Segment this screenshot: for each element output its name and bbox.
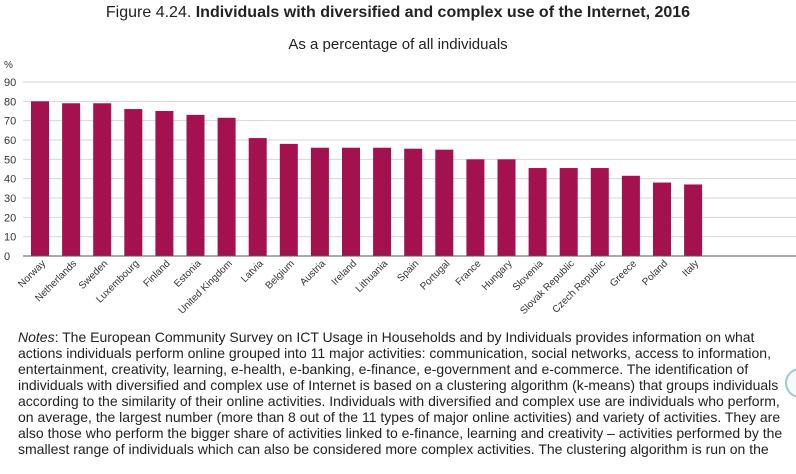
- bar-lithuania: [373, 147, 392, 256]
- bar-netherlands: [62, 103, 81, 256]
- x-tick-label: Poland: [640, 258, 670, 288]
- y-axis-ticks: 0 10 20 30 40 50 60 70 80 90: [4, 77, 16, 263]
- figure-label: Figure 4.24.: [105, 4, 196, 21]
- bar-norway: [31, 101, 49, 256]
- bars: [31, 101, 703, 256]
- bar-spain: [404, 148, 423, 256]
- y-tick-label: 0: [4, 251, 10, 263]
- y-tick-label: 70: [4, 116, 16, 128]
- bar-austria: [310, 147, 329, 256]
- bar-hungary: [497, 159, 516, 256]
- bar-latvia: [248, 138, 267, 256]
- x-tick-label: Portugal: [418, 258, 452, 292]
- bar-united-kingdom: [217, 117, 236, 256]
- y-tick-label: 20: [4, 212, 16, 224]
- bar-portugal: [435, 149, 454, 256]
- x-tick-label: Latvia: [239, 258, 266, 285]
- x-tick-label: Spain: [395, 258, 421, 284]
- notes-text: : The European Community Survey on ICT U…: [18, 329, 783, 457]
- figure-title: Figure 4.24. Individuals with diversifie…: [0, 4, 796, 22]
- x-tick-label: Belgium: [264, 258, 297, 291]
- figure-subtitle: As a percentage of all individuals: [288, 36, 508, 53]
- x-tick-label: Austria: [298, 258, 328, 288]
- bar-poland: [653, 182, 671, 256]
- figure-title-text: Individuals with diversified and complex…: [195, 4, 691, 21]
- y-tick-label: 10: [4, 232, 16, 244]
- x-tick-label: Ireland: [330, 258, 359, 287]
- bar-france: [466, 159, 485, 256]
- x-tick-label: France: [454, 258, 484, 288]
- bar-greece: [621, 175, 640, 256]
- x-tick-label: Hungary: [480, 258, 515, 293]
- bar-estonia: [186, 114, 205, 256]
- bar-slovenia: [528, 168, 547, 256]
- bar-slovak-republic: [559, 168, 578, 256]
- y-tick-label: 60: [4, 135, 16, 147]
- y-tick-label: 50: [4, 154, 16, 166]
- x-tick-label: United Kingdom: [177, 258, 235, 316]
- x-tick-label: Finland: [142, 258, 173, 289]
- bar-czech-republic: [590, 168, 609, 256]
- x-tick-label: Italy: [680, 258, 701, 279]
- notes-paragraph: Notes: The European Community Survey on …: [18, 329, 790, 457]
- bar-italy: [684, 184, 703, 256]
- y-axis-unit-label: %: [4, 60, 13, 71]
- bar-chart: 0 10 20 30 40 50 60 70 80 90 % NorwayNetherlandsS…: [4, 60, 796, 317]
- x-tick-label: Greece: [608, 258, 639, 289]
- bar-ireland: [342, 147, 360, 256]
- y-tick-label: 80: [4, 96, 16, 108]
- y-tick-label: 30: [4, 193, 16, 205]
- bar-luxembourg: [124, 109, 143, 256]
- y-tick-label: 40: [4, 174, 16, 186]
- bar-finland: [155, 111, 174, 256]
- bar-sweden: [93, 103, 112, 256]
- y-tick-label: 90: [4, 77, 16, 89]
- x-tick-label: Slovak Republic: [518, 258, 576, 316]
- bar-belgium: [279, 143, 298, 256]
- notes-label: Notes: [18, 329, 55, 345]
- x-tick-label: Lithuania: [354, 258, 391, 295]
